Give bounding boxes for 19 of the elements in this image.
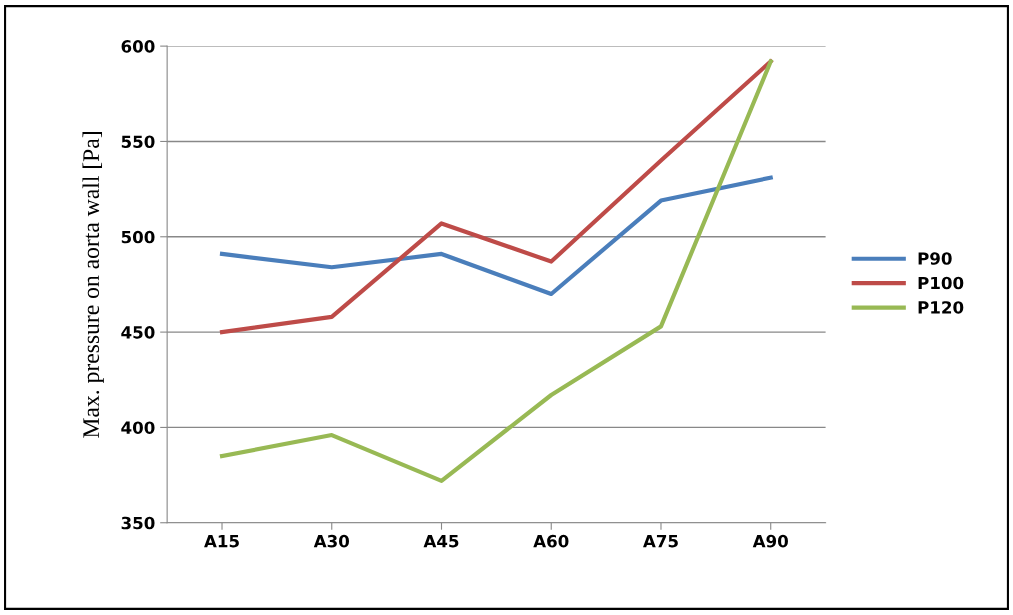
y-axis-title: Max. pressure on aorta wall [Pa] — [82, 132, 104, 438]
y-tick-label: 350 — [121, 516, 155, 530]
x-tick-label: A60 — [533, 534, 569, 548]
line-series — [219, 59, 773, 483]
legend-label: P90 — [918, 252, 952, 265]
x-tick-label: A90 — [752, 534, 788, 548]
legend-label: P120 — [918, 301, 964, 314]
x-tick-label: A30 — [313, 534, 350, 548]
y-tick-label: 400 — [121, 421, 155, 434]
line-series — [219, 59, 773, 335]
y-tick-label: 450 — [121, 326, 155, 339]
y-tick-label: 550 — [121, 135, 155, 149]
legend-label: P100 — [918, 276, 964, 290]
x-tick-label: A45 — [423, 535, 459, 548]
y-tick-label: 500 — [121, 230, 155, 244]
line-series — [219, 175, 773, 297]
y-tick-label: 600 — [121, 40, 155, 53]
x-tick-label: A75 — [643, 535, 678, 548]
x-tick-label: A15 — [204, 535, 239, 548]
